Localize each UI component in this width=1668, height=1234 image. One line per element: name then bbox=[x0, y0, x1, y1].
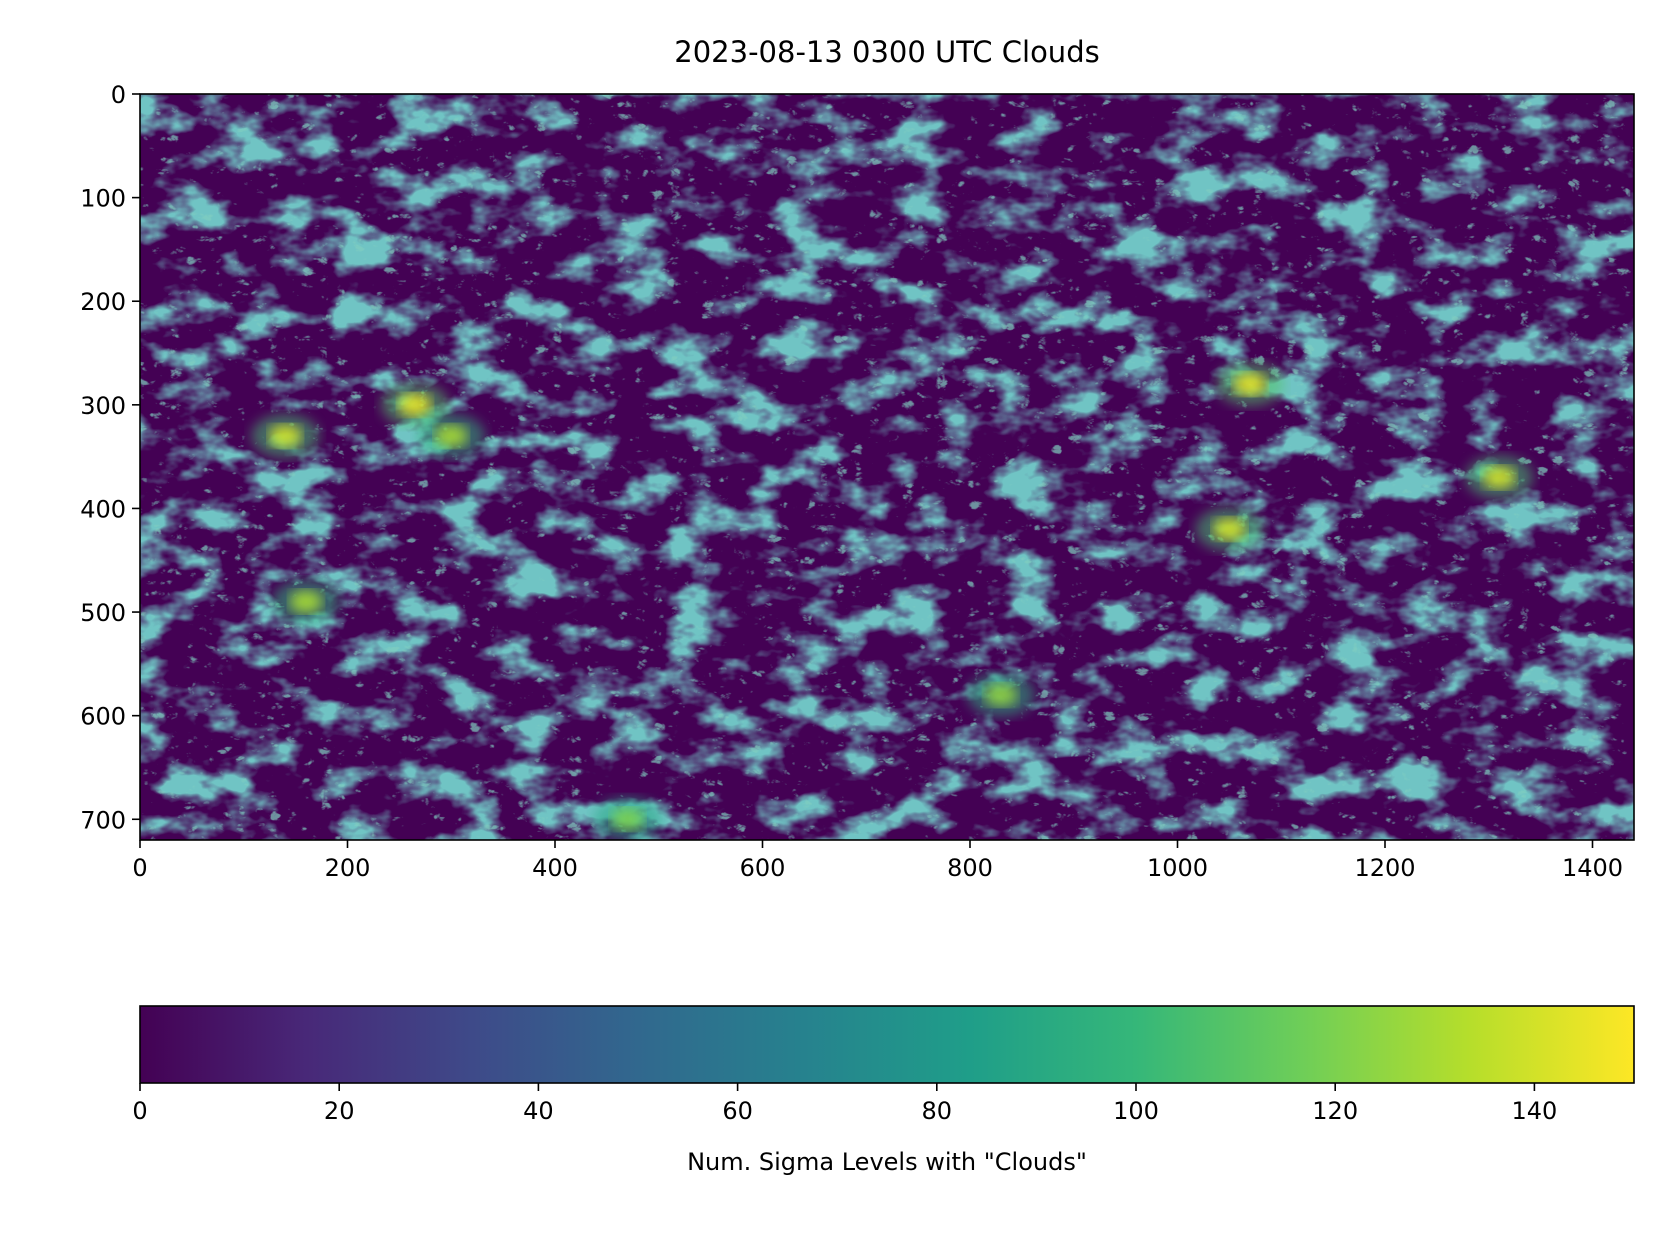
x-tick-label: 600 bbox=[740, 854, 786, 882]
colorbar-tick-label: 120 bbox=[1312, 1097, 1358, 1125]
bright-feature bbox=[1483, 466, 1516, 489]
x-tick-label: 400 bbox=[532, 854, 578, 882]
y-tick-label: 600 bbox=[80, 703, 126, 731]
y-tick-label: 100 bbox=[80, 185, 126, 213]
x-tick-label: 800 bbox=[947, 854, 993, 882]
heatmap-image bbox=[140, 94, 1634, 840]
bright-feature bbox=[611, 808, 644, 831]
bright-feature bbox=[398, 393, 431, 416]
x-tick-label: 1200 bbox=[1354, 854, 1415, 882]
bright-feature bbox=[290, 590, 322, 613]
bright-feature bbox=[985, 683, 1018, 706]
x-tick-label: 200 bbox=[325, 854, 371, 882]
y-tick-label: 700 bbox=[80, 806, 126, 834]
heatmap-fine-texture bbox=[140, 94, 1634, 840]
colorbar-tick-label: 0 bbox=[132, 1097, 147, 1125]
bright-feature bbox=[435, 424, 468, 447]
y-tick-label: 400 bbox=[80, 495, 126, 523]
x-tick-label: 0 bbox=[132, 854, 147, 882]
y-tick-label: 200 bbox=[80, 288, 126, 316]
bright-feature bbox=[1234, 373, 1267, 396]
colorbar-tick-label: 60 bbox=[722, 1097, 753, 1125]
heatmap-plot-area: 0 200 400 600 800 1000 1200 1400 0 100 200 300 400 5… bbox=[80, 81, 1635, 882]
colorbar-label: Num. Sigma Levels with "Clouds" bbox=[687, 1148, 1087, 1176]
colorbar-tick-label: 100 bbox=[1113, 1097, 1159, 1125]
heatmap-frame bbox=[139, 93, 1635, 841]
y-tick-label: 0 bbox=[111, 81, 126, 109]
colorbar-axis: 0 20 40 60 80 100 120 140 bbox=[132, 1083, 1557, 1125]
colorbar-tick-label: 20 bbox=[324, 1097, 355, 1125]
bright-feature bbox=[1213, 518, 1246, 541]
y-axis: 0 100 200 300 400 500 600 700 bbox=[80, 81, 140, 834]
colorbar-tick-label: 140 bbox=[1511, 1097, 1557, 1125]
colorbar-frame bbox=[139, 1005, 1635, 1084]
chart-title: 2023-08-13 0300 UTC Clouds bbox=[674, 35, 1099, 69]
x-tick-label: 1000 bbox=[1147, 854, 1208, 882]
colorbar: 0 20 40 60 80 100 120 140 Num. Sigma Levels wit… bbox=[132, 1005, 1635, 1176]
y-tick-label: 300 bbox=[80, 392, 126, 420]
y-tick-label: 500 bbox=[80, 599, 126, 627]
colorbar-tick-label: 40 bbox=[523, 1097, 554, 1125]
heatmap-bright-features bbox=[251, 362, 1534, 840]
x-tick-label: 1400 bbox=[1562, 854, 1623, 882]
colorbar-gradient bbox=[140, 1006, 1634, 1083]
colorbar-tick-label: 80 bbox=[922, 1097, 953, 1125]
bright-feature bbox=[269, 424, 302, 447]
x-axis: 0 200 400 600 800 1000 1200 1400 bbox=[132, 840, 1623, 882]
